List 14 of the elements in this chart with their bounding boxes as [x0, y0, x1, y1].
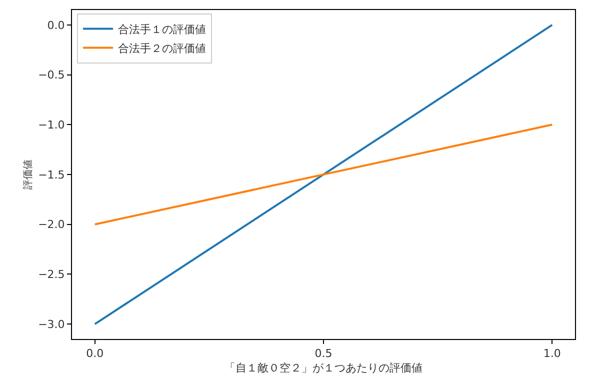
legend-label: 合法手１の評価値 — [118, 23, 206, 36]
x-tick-label: 1.0 — [543, 347, 561, 360]
y-axis-title: 評価値 — [22, 160, 34, 190]
x-tick-label: 0.0 — [86, 347, 104, 360]
x-tick-label: 0.5 — [314, 347, 332, 360]
y-tick-label: −2.0 — [38, 218, 65, 232]
y-tick-label: −1.5 — [38, 168, 65, 182]
y-tick-label: −2.5 — [38, 268, 65, 282]
x-axis-title: 「自１敵０空２」が１つあたりの評価値 — [224, 361, 422, 374]
y-tick-label: −0.5 — [38, 68, 65, 82]
y-tick-label: 0.0 — [47, 18, 65, 32]
legend-label: 合法手２の評価値 — [118, 42, 206, 56]
y-tick-label: −1.0 — [38, 118, 65, 132]
y-tick-label: −3.0 — [38, 318, 65, 331]
